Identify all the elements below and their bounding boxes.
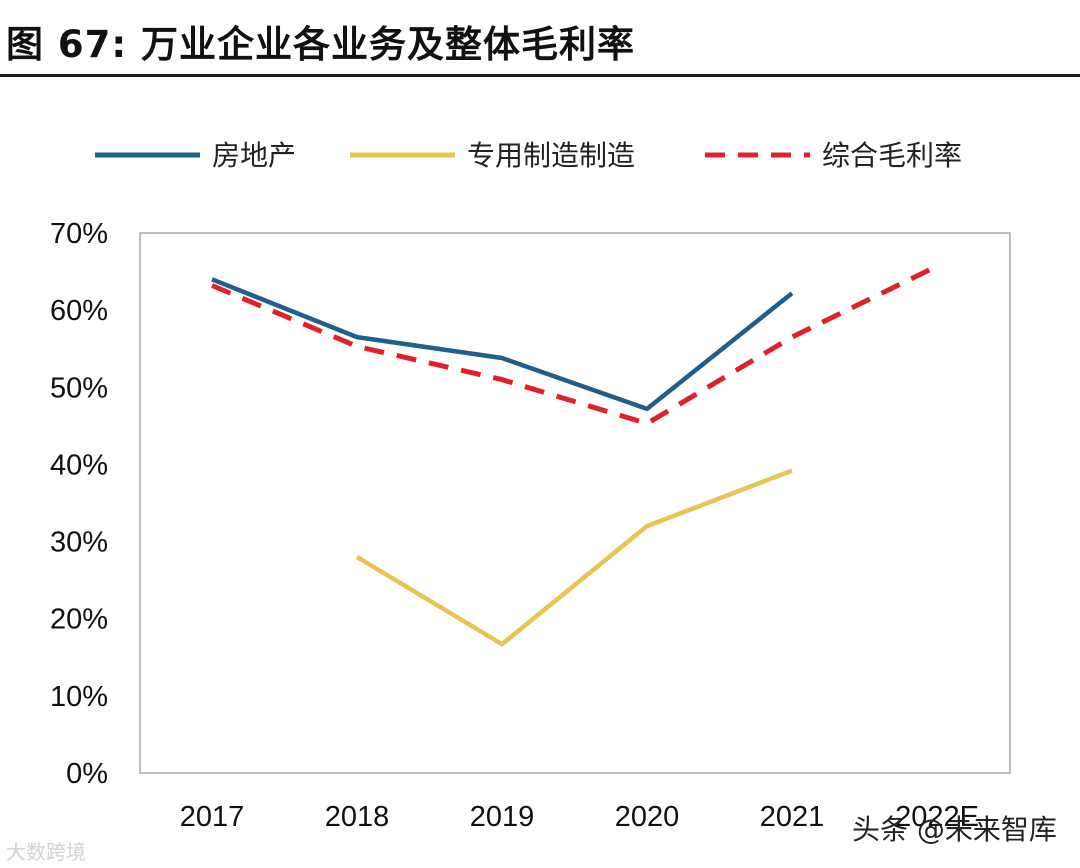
legend-label: 综合毛利率 <box>822 139 962 172</box>
y-tick-label: 60% <box>50 295 108 327</box>
series-layer <box>211 263 939 647</box>
plot-area-frame <box>139 232 1011 774</box>
legend: 房地产 专用制造制造 综合毛利率 <box>95 139 962 172</box>
watermark-left: 大数跨境 <box>6 840 86 864</box>
y-axis-ticks: 0% 10% 20% 30% 40% 50% 60% 70% <box>50 218 108 790</box>
x-tick-label: 2018 <box>325 801 390 833</box>
watermark-right: 头条 @未来智库 <box>852 813 1057 846</box>
figure-title: 图 67: 万业企业各业务及整体毛利率 <box>6 23 636 66</box>
x-tick-label: 2017 <box>180 801 245 833</box>
series-line <box>211 277 794 412</box>
x-axis-ticks: 2017 2018 2019 2020 2021 2022E <box>180 801 979 833</box>
legend-label: 专用制造制造 <box>467 139 635 172</box>
y-tick-label: 0% <box>66 758 108 790</box>
legend-label: 房地产 <box>212 139 296 172</box>
y-tick-label: 30% <box>50 527 108 559</box>
title-divider <box>0 74 1080 77</box>
x-tick-label: 2019 <box>470 801 535 833</box>
series-3 <box>211 263 939 426</box>
series-line <box>211 263 939 426</box>
y-tick-label: 50% <box>50 372 108 404</box>
series-line <box>355 468 793 647</box>
series-1 <box>211 277 794 412</box>
y-tick-label: 40% <box>50 449 108 481</box>
y-tick-label: 10% <box>50 681 108 713</box>
series-2 <box>355 468 793 647</box>
x-tick-label: 2021 <box>760 801 825 833</box>
x-tick-label: 2022E <box>895 801 979 833</box>
y-tick-label: 20% <box>50 604 108 636</box>
x-tick-label: 2020 <box>615 801 680 833</box>
y-tick-label: 70% <box>50 218 108 250</box>
